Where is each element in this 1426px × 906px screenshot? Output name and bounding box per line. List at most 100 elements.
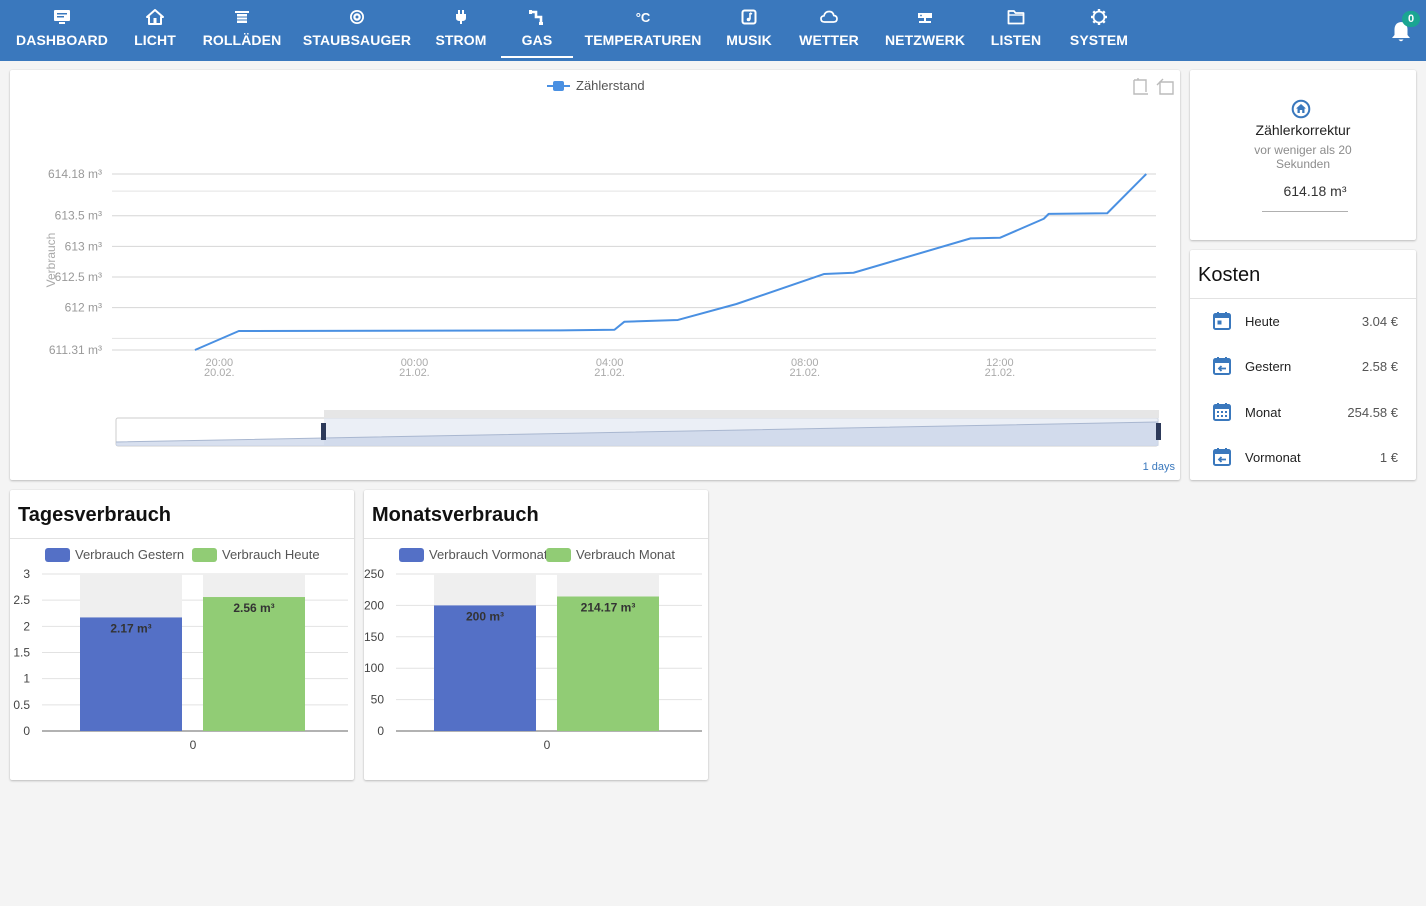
chart-legend[interactable]: Zählerstand	[547, 78, 645, 93]
tab-wetter[interactable]: WETTER	[795, 0, 863, 58]
tab-label: STROM	[435, 32, 487, 48]
legend-label: Zählerstand	[576, 78, 645, 93]
y-tick-label: 1.5	[13, 646, 30, 660]
cost-value: 2.58 €	[1361, 359, 1398, 374]
tab-label: DASHBOARD	[16, 32, 108, 48]
legend-swatch	[45, 548, 70, 562]
legend-item[interactable]: Verbrauch Monat	[546, 547, 675, 562]
calendar-today-icon	[1212, 311, 1232, 331]
y-tick-label: 100	[364, 661, 384, 675]
divider	[364, 538, 708, 539]
tab-rollaeden[interactable]: ROLLÄDEN	[196, 0, 288, 58]
tab-staubsauger[interactable]: STAUBSAUGER	[298, 0, 416, 58]
divider	[10, 538, 354, 539]
cost-row-vormonat[interactable]: Vormonat 1 €	[1190, 443, 1416, 473]
x-tick-time: 12:00	[986, 357, 1014, 369]
meter-reading-line	[194, 173, 1147, 351]
y-tick-label: 50	[371, 693, 385, 707]
legend-item[interactable]: Verbrauch Gestern	[45, 547, 184, 562]
slider-handle-left[interactable]	[321, 423, 326, 440]
zoom-reset-icon[interactable]	[1156, 78, 1174, 95]
costs-card: Kosten Heute 3.04 € Gestern 2.58 € Monat…	[1190, 250, 1416, 480]
bar[interactable]	[557, 596, 659, 731]
tab-temperaturen[interactable]: °C TEMPERATUREN	[583, 0, 703, 58]
cost-label: Gestern	[1245, 359, 1292, 374]
gas-pipe-icon	[528, 8, 546, 26]
cost-row-gestern[interactable]: Gestern 2.58 €	[1190, 352, 1416, 382]
daily-consumption-chart: Verbrauch Gestern Verbrauch Heute 3 2.5 2 1.5…	[13, 547, 348, 752]
tab-system[interactable]: SYSTEM	[1062, 0, 1136, 58]
y-axis-label: Verbrauch	[44, 233, 58, 288]
meter-reading-chart-card: Zählerstand Verbrauch 614.18 m³ 613.5 m³ 6…	[10, 70, 1180, 480]
y-tick-label: 0.5	[13, 698, 30, 712]
tab-dashboard[interactable]: DASHBOARD	[0, 0, 124, 58]
bar[interactable]	[80, 617, 182, 731]
bar-value-label: 2.17 m³	[110, 621, 151, 635]
data-zoom-slider[interactable]	[115, 410, 1161, 447]
tab-label: MUSIK	[726, 32, 772, 48]
x-tick-date: 21.02.	[594, 367, 625, 379]
notification-badge: 0	[1402, 11, 1420, 27]
y-tick-label: 150	[364, 630, 384, 644]
y-tick-label: 614.18 m³	[48, 167, 102, 181]
daily-consumption-card: Tagesverbrauch Verbrauch Gestern Verbrauc…	[10, 490, 354, 780]
tab-label: NETZWERK	[884, 32, 966, 48]
bar[interactable]	[434, 605, 536, 731]
cost-value: 1 €	[1379, 450, 1398, 465]
y-tick-label: 2	[23, 619, 30, 633]
legend-swatch	[399, 548, 424, 562]
x-tick-time: 00:00	[401, 357, 429, 369]
legend-item[interactable]: Verbrauch Heute	[192, 547, 320, 562]
zoom-select-icon[interactable]	[1133, 78, 1148, 95]
y-tick-label: 3	[23, 567, 30, 581]
counter-title: Zählerkorrektur	[1255, 122, 1351, 138]
bar-value-label: 2.56 m³	[233, 601, 274, 615]
legend-label: Verbrauch Vormonat	[429, 547, 548, 562]
bar[interactable]	[203, 597, 305, 731]
x-tick-label: 0	[190, 738, 197, 752]
card-title: Monatsverbrauch	[372, 504, 539, 526]
cost-row-heute[interactable]: Heute 3.04 €	[1190, 307, 1416, 337]
slider-handle-right[interactable]	[1156, 423, 1161, 440]
counter-divider	[1262, 211, 1348, 212]
y-tick-label: 613.5 m³	[55, 209, 102, 223]
cost-value: 254.58 €	[1347, 405, 1398, 420]
tab-label: SYSTEM	[1069, 32, 1129, 48]
x-tick-label: 0	[544, 738, 551, 752]
y-tick-label: 250	[364, 567, 384, 581]
tab-gas[interactable]: GAS	[501, 0, 573, 58]
tab-label: STAUBSAUGER	[302, 32, 412, 48]
vacuum-icon	[348, 8, 366, 26]
counter-value: 614.18 m³	[1283, 183, 1347, 199]
cloud-icon	[820, 8, 838, 26]
counter-correction-card[interactable]: Zählerkorrektur vor weniger als 20 Sekun…	[1190, 70, 1416, 240]
divider	[1190, 298, 1416, 299]
tab-netzwerk[interactable]: NETZWERK	[878, 0, 972, 58]
costs-title: Kosten	[1198, 264, 1261, 286]
legend-swatch	[546, 548, 571, 562]
tab-label: LICHT	[134, 32, 176, 48]
line-series-group	[194, 173, 1147, 351]
cost-value: 3.04 €	[1361, 314, 1398, 329]
tab-listen[interactable]: LISTEN	[982, 0, 1050, 58]
active-tab-indicator	[501, 56, 573, 58]
y-tick-labels: 614.18 m³ 613.5 m³ 613 m³ 612.5 m³ 612 m³ 611…	[48, 167, 102, 357]
house-icon	[146, 8, 164, 26]
y-tick-label: 612 m³	[65, 301, 102, 315]
y-tick-label: 2.5	[13, 593, 30, 607]
legend-item[interactable]: Verbrauch Vormonat	[399, 547, 548, 562]
tab-musik[interactable]: MUSIK	[718, 0, 780, 58]
x-tick-labels: 20:0020.02.00:0021.02.04:0021.02.08:0021…	[204, 357, 1015, 379]
cost-row-monat[interactable]: Monat 254.58 €	[1190, 398, 1416, 428]
home-circle-icon	[1291, 99, 1311, 119]
legend-label: Verbrauch Gestern	[75, 547, 184, 562]
y-tick-label: 613 m³	[65, 239, 102, 253]
blinds-icon	[233, 8, 251, 26]
top-navigation-bar: DASHBOARD LICHT ROLLÄDEN STAUBSAUGER STR…	[0, 0, 1426, 61]
bar-value-label: 200 m³	[466, 609, 504, 623]
tab-label: ROLLÄDEN	[202, 32, 282, 48]
counter-timestamp: vor weniger als 20 Sekunden	[1254, 143, 1352, 171]
tab-licht[interactable]: LICHT	[124, 0, 186, 58]
tab-strom[interactable]: STROM	[426, 0, 496, 58]
y-tick-label: 0	[23, 724, 30, 738]
